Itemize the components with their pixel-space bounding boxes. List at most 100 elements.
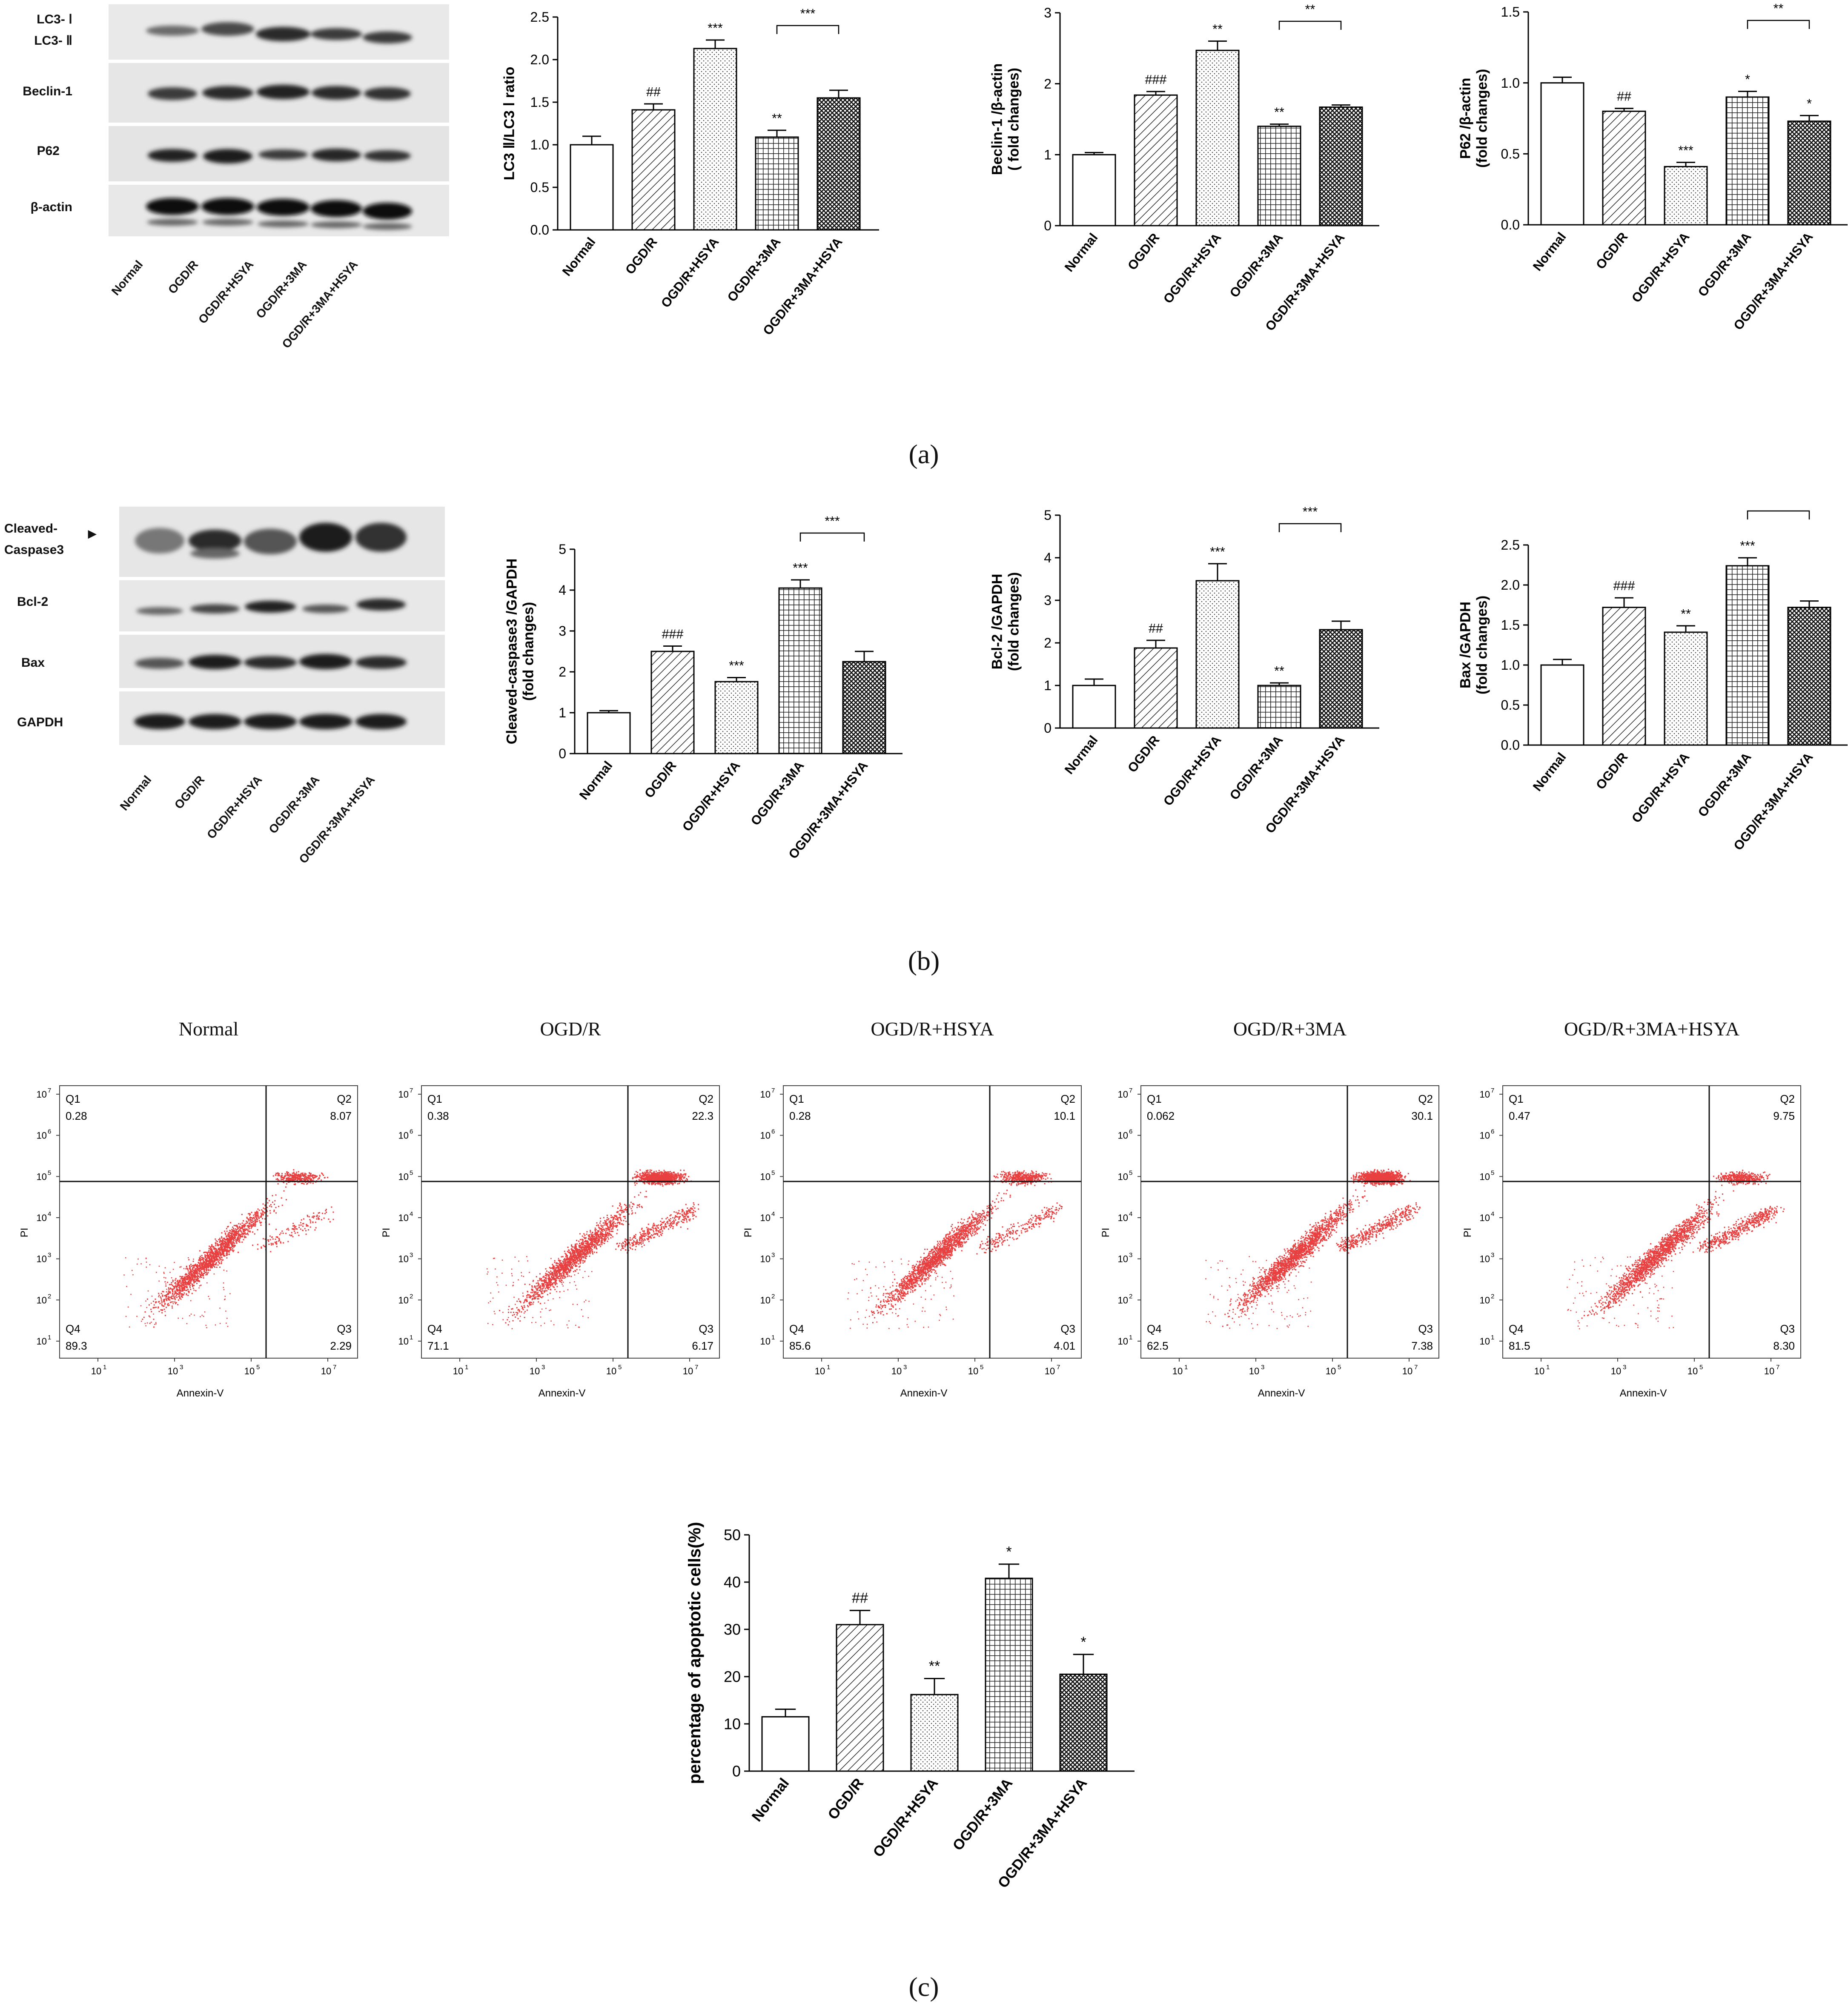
y-tick-label: 2: [1044, 76, 1051, 92]
flow-x-tick-exp: 7: [333, 1364, 336, 1371]
y-tick-label: 3: [559, 623, 566, 639]
flow-x-tick-exp: 7: [695, 1364, 698, 1371]
flow-x-tick-label: 10: [606, 1366, 616, 1376]
flow-x-tick-exp: 3: [903, 1364, 907, 1371]
quadrant-name-q1: Q1: [66, 1092, 80, 1105]
panel-label-c: (c): [908, 1972, 939, 2002]
y-tick-label: 0.5: [1501, 697, 1520, 713]
significance-label: *: [1080, 1634, 1086, 1650]
category-label: OGD/R+3MA: [950, 1775, 1016, 1854]
quadrant-value-q2: 10.1: [1054, 1110, 1075, 1122]
y-tick-label: 0: [1044, 218, 1051, 233]
y-tick-label: 10: [724, 1715, 741, 1733]
category-label: Normal: [559, 235, 598, 278]
flow-y-tick-label: 10: [37, 1213, 47, 1223]
category-label: OGD/R+3MA: [1695, 229, 1754, 299]
y-axis-label-2: (fold changes): [521, 602, 537, 701]
y-tick-label: 3: [1044, 5, 1051, 20]
flow-y-tick-label: 10: [1480, 1336, 1490, 1347]
quadrant-name-q3: Q3: [1418, 1322, 1433, 1335]
flow-x-tick-label: 10: [453, 1366, 463, 1376]
flow-y-tick-exp: 1: [48, 1334, 51, 1341]
blot-a-label-actin: β-actin: [30, 200, 72, 214]
significance-bracket: [799, 532, 865, 542]
flow-y-tick-label: 10: [398, 1089, 409, 1100]
flow-x-axis-label: Annexin-V: [900, 1388, 948, 1399]
flow-y-tick-exp: 6: [771, 1128, 775, 1135]
flow-y-tick-exp: 4: [771, 1210, 775, 1218]
y-tick-label: 0.0: [1501, 217, 1520, 232]
p62-chart: 0.0 0.5 1.0 1.5 P62 /β-actin (fold changes) No…: [1458, 1, 1848, 333]
quadrant-value-q1: 0.062: [1147, 1110, 1175, 1122]
y-tick-label: 50: [724, 1526, 741, 1544]
y-tick-label: 1.5: [530, 95, 549, 110]
y-tick-label: 1.5: [1501, 617, 1520, 633]
bar-3: [1725, 565, 1770, 746]
quadrant-value-q2: 22.3: [692, 1110, 713, 1122]
category-label: OGD/R: [1593, 750, 1630, 792]
flow-frame: [783, 1085, 1082, 1359]
flow-x-tick-label: 10: [968, 1366, 978, 1376]
quadrant-name-q3: Q3: [1060, 1322, 1075, 1335]
category-label: OGD/R: [1125, 733, 1162, 775]
flow-x-tick-exp: 5: [980, 1364, 983, 1371]
bar-0: [1072, 685, 1116, 729]
quadrant-value-q1: 0.38: [427, 1110, 449, 1122]
flow-y-tick-exp: 6: [410, 1128, 413, 1135]
flow-x-axis-label: Annexin-V: [1620, 1388, 1667, 1399]
category-label: OGD/R+HSYA: [679, 758, 743, 834]
panel-label-b: (b): [908, 946, 940, 976]
flow-frame: [421, 1085, 720, 1359]
y-tick-label: 2.5: [1501, 537, 1520, 553]
quadrant-name-q2: Q2: [699, 1092, 713, 1105]
bar-3: [1725, 96, 1770, 226]
significance-label: *: [1745, 72, 1750, 87]
bar-3: [1257, 685, 1301, 729]
flow-y-axis-label: PI: [1100, 1228, 1112, 1238]
bar-0: [1540, 82, 1584, 226]
flow-x-tick-label: 10: [1326, 1366, 1336, 1376]
quadrant-name-q4: Q4: [66, 1322, 80, 1335]
flow-y-tick-label: 10: [1480, 1213, 1490, 1223]
flow-y-tick-exp: 6: [1129, 1128, 1132, 1135]
flow-title: OGD/R+3MA+HSYA: [1564, 1018, 1740, 1040]
flow-x-axis-label: Annexin-V: [177, 1388, 224, 1399]
blot-b-label-bcl2: Bcl-2: [17, 595, 49, 609]
scatter-points: [847, 1170, 1063, 1329]
significance-label: **: [1274, 105, 1284, 120]
y-tick-label: 3: [1044, 593, 1051, 608]
flow-y-tick-exp: 7: [1129, 1087, 1132, 1094]
flow-title: Normal: [178, 1018, 239, 1040]
bar-0: [570, 144, 614, 231]
y-axis-label-2: (fold changes): [1474, 596, 1490, 694]
bar-1: [1602, 110, 1646, 226]
y-tick-label: 0.5: [1501, 146, 1520, 162]
quadrant-value-q4: 81.5: [1509, 1339, 1530, 1352]
y-tick-label: 1.5: [1501, 4, 1520, 20]
bar-3: [1257, 126, 1301, 227]
flow-title: OGD/R+HSYA: [871, 1018, 994, 1040]
category-label: OGD/R: [1125, 230, 1162, 272]
scatter-points: [1567, 1170, 1785, 1330]
bar-1: [1134, 94, 1178, 227]
blot-a-label-lc3-2: LC3- Ⅱ: [34, 34, 72, 48]
flow-x-tick-exp: 5: [256, 1364, 260, 1371]
y-axis-label: Beclin-1 /β-actin: [989, 63, 1006, 175]
bar-1: [650, 651, 695, 754]
y-axis-label-2: (fold changes): [1474, 69, 1490, 168]
quadrant-name-q1: Q1: [789, 1092, 804, 1105]
flow-x-tick-label: 10: [168, 1366, 178, 1376]
significance-label: *: [1006, 1544, 1011, 1560]
flow-x-tick-label: 10: [321, 1366, 331, 1376]
y-axis-label-2: ( fold changes): [1006, 68, 1022, 171]
quadrant-name-q1: Q1: [1509, 1092, 1524, 1105]
bar-4: [817, 97, 861, 231]
significance-label: **: [1681, 607, 1691, 621]
flow-y-tick-label: 10: [398, 1171, 409, 1182]
y-axis-label: P62 /β-actin: [1458, 78, 1474, 159]
flow-y-tick-exp: 2: [771, 1293, 775, 1300]
flow-y-tick-exp: 5: [1129, 1169, 1132, 1176]
category-label: OGD/R+HSYA: [658, 235, 722, 310]
significance-label: **: [929, 1658, 940, 1674]
